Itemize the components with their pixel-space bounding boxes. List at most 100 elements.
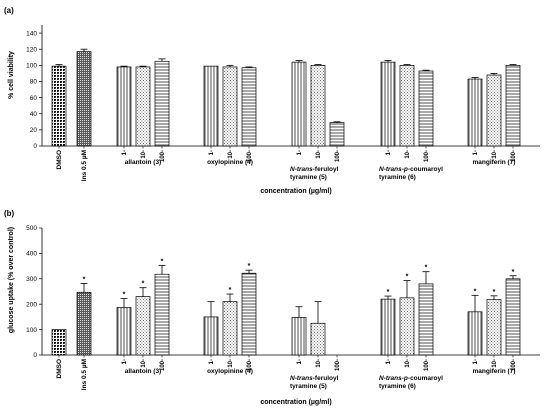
x-tick-label: 10-	[316, 150, 322, 159]
y-axis-title: % cell viability	[8, 51, 15, 99]
group-label-line: tyramine (6)	[379, 383, 416, 390]
bar	[51, 329, 67, 356]
y-tick-label: 500	[26, 225, 37, 232]
x-tick-label: 1-	[122, 359, 128, 364]
group-label-rest: coumaroyl	[410, 375, 443, 382]
y-tick-label: 300	[26, 276, 37, 283]
group-label-rest: feruloyl	[315, 375, 339, 382]
x-tick-label: 100-	[424, 150, 430, 162]
group-label-line: allantoin (3)	[125, 368, 161, 375]
x-tick-label: 10-	[228, 150, 234, 159]
x-tick-label: 100-	[511, 150, 517, 162]
bar	[310, 322, 326, 356]
group-label-line: mangiferin (7)	[473, 159, 516, 166]
bar	[291, 61, 307, 147]
significance-star: *	[474, 288, 477, 295]
y-tick-label: 0	[33, 143, 37, 150]
group-label-line: N-trans-feruloyl	[290, 375, 339, 382]
bar	[310, 64, 326, 147]
bar	[116, 66, 132, 147]
bar	[241, 272, 257, 356]
bar	[76, 291, 92, 356]
group-label-line: oxylopinine (4)	[207, 159, 253, 166]
group-label: allantoin (3)	[125, 368, 161, 375]
y-tick-label: 0	[33, 352, 37, 359]
group-label-line: tyramine (6)	[379, 174, 416, 181]
bar	[76, 51, 92, 147]
x-tick-label: 10-	[141, 150, 147, 159]
x-tick-label: 1-	[473, 359, 479, 364]
x-tick-label: Ins 0.5 µM	[81, 359, 88, 390]
group-label-italic: N-trans-p-	[379, 166, 410, 173]
significance-star: *	[493, 289, 496, 296]
x-tick-label: 1-	[386, 150, 392, 155]
x-tick-label: 100-	[247, 359, 253, 371]
group-label-line: tyramine (5)	[290, 383, 327, 390]
x-tick-label: 10-	[405, 150, 411, 159]
group-label: N-trans-feruloyl tyramine (5)	[290, 375, 339, 390]
y-tick-label: 20	[30, 127, 38, 134]
bar	[116, 307, 132, 356]
bar	[222, 301, 238, 356]
bar	[418, 70, 434, 147]
x-tick-label: 1-	[122, 150, 128, 155]
y-tick-label: 40	[30, 111, 38, 118]
y-tick-label: 100	[26, 63, 37, 70]
x-tick-label: 10-	[492, 150, 498, 159]
bar	[51, 65, 67, 147]
x-tick-label: 1-	[297, 359, 303, 364]
x-tick-label: 1-	[297, 150, 303, 155]
x-tick-label: 100-	[335, 359, 341, 371]
x-tick-label: 100-	[160, 150, 166, 162]
x-axis-title: concentration (µg/ml)	[260, 188, 331, 195]
significance-star: *	[248, 263, 251, 270]
group-label: N-trans-feruloyl tyramine (5)	[290, 166, 339, 181]
significance-star: *	[123, 292, 126, 299]
bar	[222, 66, 238, 147]
significance-star: *	[161, 258, 164, 265]
y-tick-label: 200	[26, 301, 37, 308]
significance-star: *	[83, 276, 86, 283]
group-label-rest: coumaroyl	[410, 166, 443, 173]
x-tick-label: 100-	[335, 150, 341, 162]
panel-b: (b) glucose uptake (% over control) conc…	[4, 209, 540, 406]
significance-star: *	[387, 289, 390, 296]
x-tick-label: 10-	[316, 359, 322, 368]
bar	[505, 278, 521, 356]
group-label-italic: N-trans-	[290, 166, 315, 173]
y-axis-title: glucose uptake (% over control)	[8, 227, 15, 333]
x-tick-label: DMSO	[56, 150, 63, 170]
bar	[467, 311, 483, 356]
bar	[135, 66, 151, 147]
group-label-italic: N-trans-	[290, 375, 315, 382]
group-label-italic: N-trans-p-	[379, 375, 410, 382]
group-label-line: oxylopinine (4)	[207, 368, 253, 375]
x-tick-label: DMSO	[56, 359, 63, 379]
bar	[418, 283, 434, 356]
x-tick-label: 10-	[405, 359, 411, 368]
panel-a: (a) % cell viability concentration (µg/m…	[4, 6, 540, 195]
group-label: allantoin (3)	[125, 159, 161, 166]
bar	[399, 297, 415, 356]
bar	[486, 74, 502, 147]
bar	[291, 317, 307, 356]
x-axis-title: concentration (µg/ml)	[260, 399, 331, 406]
bar	[467, 78, 483, 147]
x-tick-label: Ins 0.5 µM	[81, 150, 88, 181]
panel-label: (a)	[4, 6, 14, 15]
group-label-line: tyramine (5)	[290, 174, 327, 181]
y-tick-label: 120	[26, 46, 37, 53]
significance-star: *	[229, 287, 232, 294]
x-tick-label: 10-	[228, 359, 234, 368]
bar	[154, 273, 170, 356]
bar	[380, 298, 396, 356]
x-tick-label: 100-	[247, 150, 253, 162]
group-label: oxylopinine (4)	[207, 368, 253, 375]
plot-area: 0 20 40 60 80 100 120 140 DMSO Ins 0.5 µM 1- 10- 100…	[26, 25, 540, 181]
bar	[329, 122, 345, 147]
bar	[486, 299, 502, 356]
bar	[135, 296, 151, 356]
bar	[203, 65, 219, 147]
bar	[241, 67, 257, 147]
y-tick-label: 140	[26, 30, 37, 37]
